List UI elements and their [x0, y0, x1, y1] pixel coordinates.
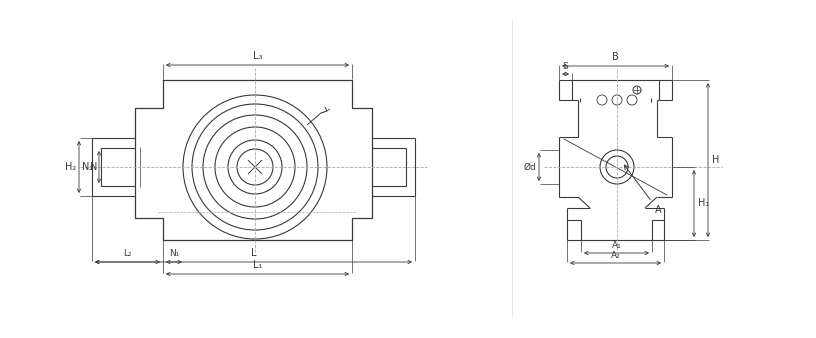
Text: A: A	[655, 205, 662, 215]
Text: A₁: A₁	[612, 241, 621, 250]
Text: B: B	[612, 52, 619, 62]
Text: A₂: A₂	[610, 251, 620, 260]
Text: N₂: N₂	[82, 162, 93, 172]
Text: L₁: L₁	[253, 260, 262, 270]
Text: L₂: L₂	[123, 249, 132, 258]
Text: H₂: H₂	[64, 162, 76, 172]
Text: N: N	[90, 162, 97, 172]
Text: H: H	[712, 155, 720, 165]
Text: Ød: Ød	[523, 163, 536, 171]
Text: S: S	[562, 62, 569, 71]
Text: H₁: H₁	[698, 198, 709, 209]
Text: L₃: L₃	[253, 51, 262, 61]
Text: N₁: N₁	[169, 249, 180, 258]
Text: L: L	[251, 248, 256, 258]
